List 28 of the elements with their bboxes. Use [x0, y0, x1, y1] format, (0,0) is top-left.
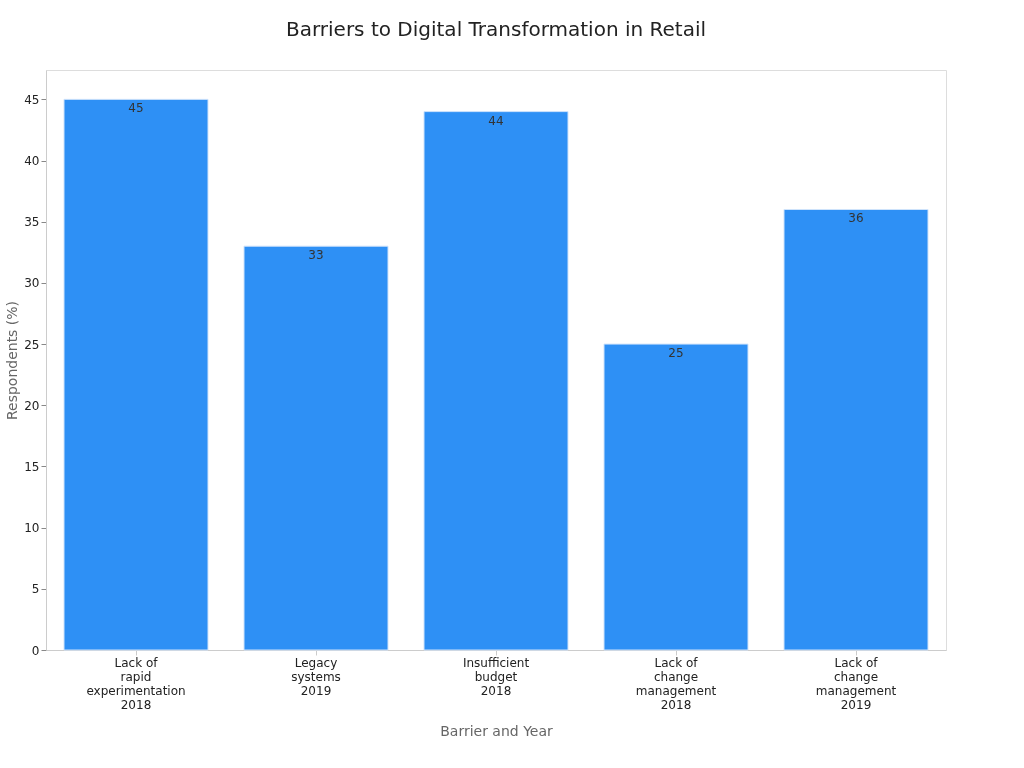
bar — [423, 111, 569, 651]
y-tick-label: 45 — [24, 92, 40, 107]
data-label: 44 — [488, 113, 504, 128]
chart-title: Barriers to Digital Transformation in Retail — [285, 17, 707, 41]
bar — [603, 343, 749, 651]
data-label: 33 — [308, 248, 324, 263]
bar — [63, 98, 209, 651]
y-tick-label: 5 — [31, 582, 40, 597]
y-tick-label: 35 — [24, 215, 40, 230]
y-tick-label: 30 — [24, 276, 40, 291]
y-axis-title: Respondents (%) — [4, 300, 21, 421]
bar — [243, 245, 389, 651]
data-label: 45 — [128, 101, 144, 116]
y-tick-label: 20 — [24, 398, 40, 413]
y-tick-label: 40 — [24, 154, 40, 169]
x-axis-title: Barrier and Year — [440, 722, 554, 739]
y-tick-label: 10 — [24, 521, 40, 536]
x-tick-label: Insufficient budget 2018 — [462, 655, 530, 698]
x-tick-label: Legacy systems 2019 — [291, 655, 341, 698]
y-tick-label: 25 — [24, 337, 40, 352]
x-tick-label: Lack of rapid experimentation 2018 — [86, 655, 186, 712]
bar — [783, 208, 929, 651]
y-tick-label: 0 — [31, 643, 40, 658]
data-label: 36 — [848, 211, 864, 226]
x-tick-label: Lack of change management 2019 — [815, 655, 897, 712]
y-tick-label: 15 — [24, 459, 40, 474]
x-tick-label: Lack of change management 2018 — [635, 655, 717, 712]
data-label: 25 — [668, 346, 684, 361]
